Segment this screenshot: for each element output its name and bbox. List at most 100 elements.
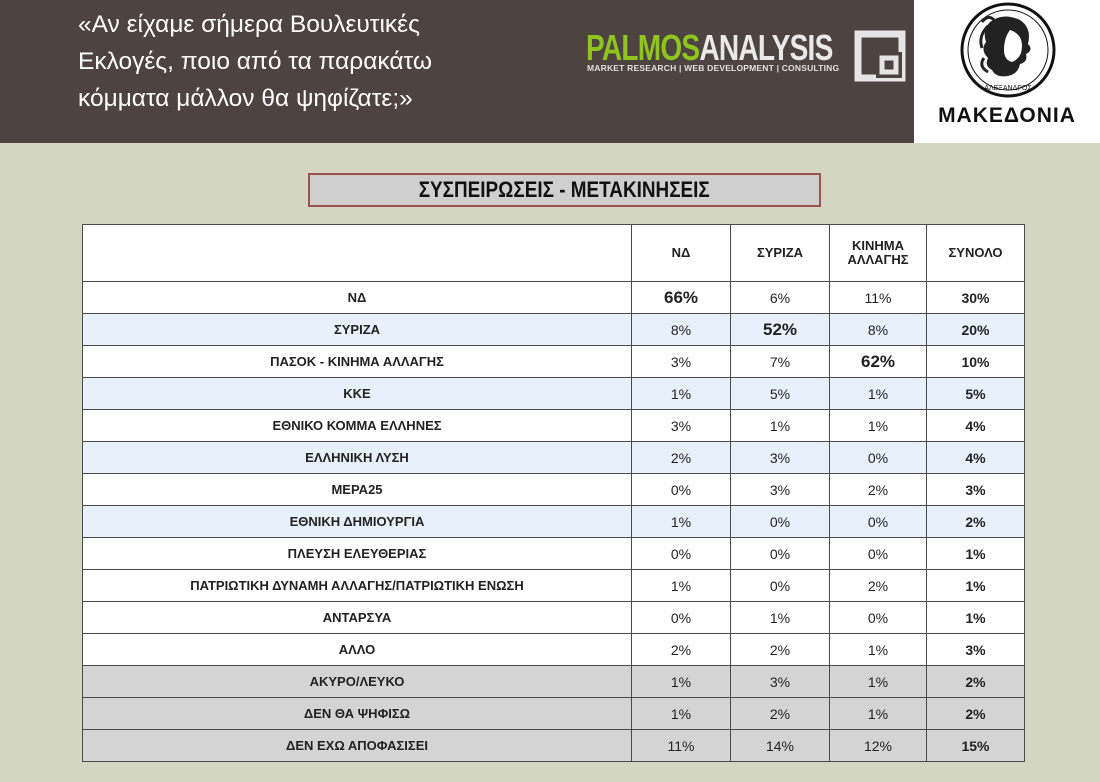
party-cell: ΑΚΥΡΟ/ΛΕΥΚΟ	[82, 665, 632, 698]
makedonia-name: ΜΑΚΕΔΟΝΙΑ	[938, 104, 1076, 127]
party-cell: ΑΝΤΑΡΣΥΑ	[82, 601, 632, 634]
question-line-3: κόμματα μάλλον θα ψηφίζατε;»	[78, 85, 413, 112]
party-cell: ΕΘΝΙΚΟ ΚΟΜΜΑ ΕΛΛΗΝΕΣ	[82, 409, 632, 442]
syriza-cell: 2%	[730, 697, 830, 730]
kinal-cell: 0%	[829, 441, 927, 474]
syriza-cell: 14%	[730, 729, 830, 762]
syriza-cell: 1%	[730, 409, 830, 442]
table-title-text: ΣΥΣΠΕΙΡΩΣΕΙΣ - ΜΕΤΑΚΙΝΗΣΕΙΣ	[418, 177, 711, 202]
total-cell: 10%	[926, 345, 1025, 378]
header-banner: «Αν είχαμε σήμερα Βουλευτικές Εκλογές, π…	[0, 0, 1100, 143]
nd-cell: 0%	[631, 537, 731, 570]
total-cell: 2%	[926, 697, 1025, 730]
kinal-cell: 8%	[829, 313, 927, 346]
table-row: ΔΕΝ ΕΧΩ ΑΠΟΦΑΣΙΣΕΙ 11% 14% 12% 15%	[82, 729, 1025, 762]
party-cell: ΜΕΡΑ25	[82, 473, 632, 506]
nd-cell: 8%	[631, 313, 731, 346]
kinal-cell: 11%	[829, 281, 927, 314]
table-row: ΠΛΕΥΣΗ ΕΛΕΥΘΕΡΙΑΣ 0% 0% 0% 1%	[82, 537, 1025, 570]
table-row: ΣΥΡΙΖΑ 8% 52% 8% 20%	[82, 313, 1025, 346]
table-row: ΔΕΝ ΘΑ ΨΗΦΙΣΩ 1% 2% 1% 2%	[82, 697, 1025, 730]
total-cell: 5%	[926, 377, 1025, 410]
party-cell: ΣΥΡΙΖΑ	[82, 313, 632, 346]
nd-cell: 3%	[631, 409, 731, 442]
syriza-cell: 3%	[730, 441, 830, 474]
table-row: ΜΕΡΑ25 0% 3% 2% 3%	[82, 473, 1025, 506]
table-row: ΑΛΛΟ 2% 2% 1% 3%	[82, 633, 1025, 666]
table-row: ΕΛΛΗΝΙΚΗ ΛΥΣΗ 2% 3% 0% 4%	[82, 441, 1025, 474]
total-cell: 3%	[926, 633, 1025, 666]
syriza-cell: 1%	[730, 601, 830, 634]
kinal-cell: 0%	[829, 505, 927, 538]
nd-cell: 66%	[631, 281, 731, 314]
table-row: ΠΑΣΟΚ - ΚΙΝΗΜΑ ΑΛΛΑΓΗΣ 3% 7% 62% 10%	[82, 345, 1025, 378]
column-header-kinal-line-2: ΑΛΛΑΓΗΣ	[847, 252, 909, 267]
party-cell: ΕΘΝΙΚΗ ΔΗΜΙΟΥΡΓΙΑ	[82, 505, 632, 538]
syriza-cell: 52%	[730, 313, 830, 346]
column-header-kinal-line-1: ΚΙΝΗΜΑ	[852, 238, 904, 253]
question-line-2: Εκλογές, ποιο από τα παρακάτω	[78, 48, 432, 75]
kinal-cell: 1%	[829, 665, 927, 698]
header-corner-cell	[82, 224, 632, 282]
kinal-cell: 0%	[829, 601, 927, 634]
table-row: ΑΚΥΡΟ/ΛΕΥΚΟ 1% 3% 1% 2%	[82, 665, 1025, 698]
palmos-analysis-logo: PALMOSANALYSIS MARKET RESEARCH | WEB DEV…	[578, 30, 914, 100]
column-header-syriza: ΣΥΡΙΖΑ	[730, 224, 830, 282]
party-cell: ΑΛΛΟ	[82, 633, 632, 666]
kinal-cell: 2%	[829, 473, 927, 506]
party-cell: ΔΕΝ ΕΧΩ ΑΠΟΦΑΣΙΣΕΙ	[82, 729, 632, 762]
syriza-cell: 0%	[730, 537, 830, 570]
column-header-total-text: ΣΥΝΟΛΟ	[948, 245, 1003, 260]
table-row: ΚΚΕ 1% 5% 1% 5%	[82, 377, 1025, 410]
total-cell: 3%	[926, 473, 1025, 506]
column-header-nd-text: ΝΔ	[671, 245, 691, 260]
makedonia-logo: ΑΛΕΞΑΝΔΡΟΣ ΜΑΚΕΔΟΝΙΑ	[914, 0, 1100, 143]
total-cell: 1%	[926, 537, 1025, 570]
party-cell: ΠΛΕΥΣΗ ΕΛΕΥΘΕΡΙΑΣ	[82, 537, 632, 570]
column-header-kinal: ΚΙΝΗΜΑ ΑΛΛΑΓΗΣ	[829, 224, 927, 282]
kinal-cell: 2%	[829, 569, 927, 602]
total-cell: 20%	[926, 313, 1025, 346]
party-cell: ΔΕΝ ΘΑ ΨΗΦΙΣΩ	[82, 697, 632, 730]
syriza-cell: 0%	[730, 505, 830, 538]
kinal-cell: 1%	[829, 409, 927, 442]
nd-cell: 2%	[631, 633, 731, 666]
nd-cell: 1%	[631, 505, 731, 538]
kinal-cell: 1%	[829, 633, 927, 666]
total-cell: 4%	[926, 409, 1025, 442]
table-row: ΕΘΝΙΚΗ ΔΗΜΙΟΥΡΓΙΑ 1% 0% 0% 2%	[82, 505, 1025, 538]
question-line-1: «Αν είχαμε σήμερα Βουλευτικές	[78, 11, 420, 38]
syriza-cell: 6%	[730, 281, 830, 314]
party-cell: ΠΑΣΟΚ - ΚΙΝΗΜΑ ΑΛΛΑΓΗΣ	[82, 345, 632, 378]
coin-legend: ΑΛΕΞΑΝΔΡΟΣ	[984, 85, 1032, 92]
syriza-cell: 3%	[730, 473, 830, 506]
total-cell: 2%	[926, 665, 1025, 698]
party-cell: ΚΚΕ	[82, 377, 632, 410]
table-row: ΑΝΤΑΡΣΥΑ 0% 1% 0% 1%	[82, 601, 1025, 634]
survey-question: «Αν είχαμε σήμερα Βουλευτικές Εκλογές, π…	[78, 6, 558, 117]
column-header-total: ΣΥΝΟΛΟ	[926, 224, 1025, 282]
transfers-table: ΝΔ ΣΥΡΙΖΑ ΚΙΝΗΜΑ ΑΛΛΑΓΗΣ ΣΥΝΟΛΟ ΝΔ 66% 6% 11…	[82, 224, 1025, 762]
total-cell: 15%	[926, 729, 1025, 762]
column-header-syriza-text: ΣΥΡΙΖΑ	[756, 245, 804, 260]
kinal-cell: 62%	[829, 345, 927, 378]
kinal-cell: 1%	[829, 377, 927, 410]
syriza-cell: 3%	[730, 665, 830, 698]
kinal-cell: 1%	[829, 697, 927, 730]
nd-cell: 1%	[631, 697, 731, 730]
party-cell: ΠΑΤΡΙΩΤΙΚΗ ΔΥΝΑΜΗ ΑΛΛΑΓΗΣ/ΠΑΤΡΙΩΤΙΚΗ ΕΝΩ…	[82, 569, 632, 602]
table-row: ΝΔ 66% 6% 11% 30%	[82, 281, 1025, 314]
kinal-cell: 12%	[829, 729, 927, 762]
palmos-logo-tagline: MARKET RESEARCH | WEB DEVELOPMENT | CONS…	[587, 63, 840, 73]
syriza-cell: 0%	[730, 569, 830, 602]
party-cell: ΝΔ	[82, 281, 632, 314]
nd-cell: 1%	[631, 377, 731, 410]
palmos-square-icon	[854, 30, 906, 82]
syriza-cell: 7%	[730, 345, 830, 378]
nd-cell: 1%	[631, 665, 731, 698]
table-row: ΕΘΝΙΚΟ ΚΟΜΜΑ ΕΛΛΗΝΕΣ 3% 1% 1% 4%	[82, 409, 1025, 442]
palmos-logo-word-2: ANALYSIS	[699, 27, 833, 68]
total-cell: 4%	[926, 441, 1025, 474]
palmos-logo-word-1: PALMOS	[586, 27, 700, 68]
total-cell: 2%	[926, 505, 1025, 538]
